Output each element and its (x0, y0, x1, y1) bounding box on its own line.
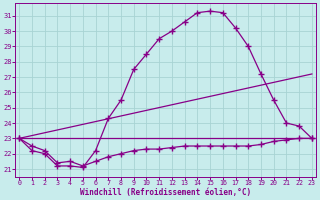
X-axis label: Windchill (Refroidissement éolien,°C): Windchill (Refroidissement éolien,°C) (80, 188, 251, 197)
